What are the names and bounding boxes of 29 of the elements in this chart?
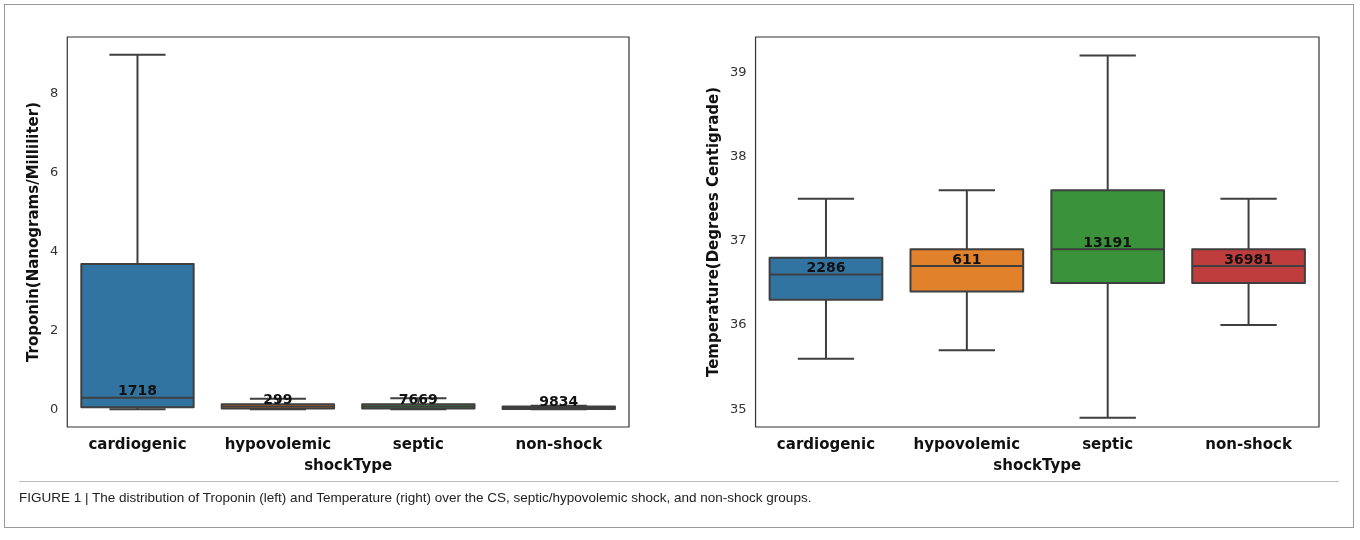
x-tick-label: septic bbox=[1082, 434, 1134, 453]
x-tick-label: hypovolemic bbox=[224, 434, 332, 453]
annotation: 36981 bbox=[1224, 250, 1273, 267]
x-tick-label: non-shock bbox=[515, 434, 604, 453]
y-axis-title: Troponin(Nanograms/Milliliter) bbox=[23, 101, 42, 363]
caption: FIGURE 1 | The distribution of Troponin (left) and Temperature (right) over the CS, septic/hypovolemic shock, and non-shock groups. bbox=[19, 490, 813, 505]
x-axis-title: shockType bbox=[993, 455, 1082, 474]
y-tick-label: 39 bbox=[730, 63, 747, 79]
y-tick-label: 0 bbox=[49, 400, 59, 416]
x-tick-label: hypovolemic bbox=[913, 434, 1021, 453]
annotation: 611 bbox=[952, 250, 982, 267]
y-tick-label: 35 bbox=[730, 400, 747, 416]
annotation: 1718 bbox=[118, 382, 157, 399]
y-tick-label: 4 bbox=[49, 243, 59, 259]
y-tick-label: 36 bbox=[730, 316, 747, 332]
x-tick-label: non-shock bbox=[1205, 434, 1293, 453]
annotation: 13191 bbox=[1083, 233, 1133, 250]
y-tick-label: 2 bbox=[49, 321, 59, 337]
x-tick-label: cardiogenic bbox=[88, 434, 187, 453]
y-tick-label: 38 bbox=[730, 147, 747, 163]
x-axis-title: shockType bbox=[304, 455, 393, 474]
y-tick-label: 8 bbox=[49, 85, 59, 101]
y-tick-label: 6 bbox=[49, 164, 59, 180]
annotation: 9834 bbox=[539, 392, 579, 409]
y-axis-title: Temperature(Degrees Centigrade) bbox=[703, 86, 722, 378]
annotation: 2286 bbox=[806, 259, 846, 276]
x-tick-label: cardiogenic bbox=[776, 434, 876, 453]
y-tick-label: 37 bbox=[730, 232, 747, 248]
x-tick-label: septic bbox=[392, 434, 444, 453]
